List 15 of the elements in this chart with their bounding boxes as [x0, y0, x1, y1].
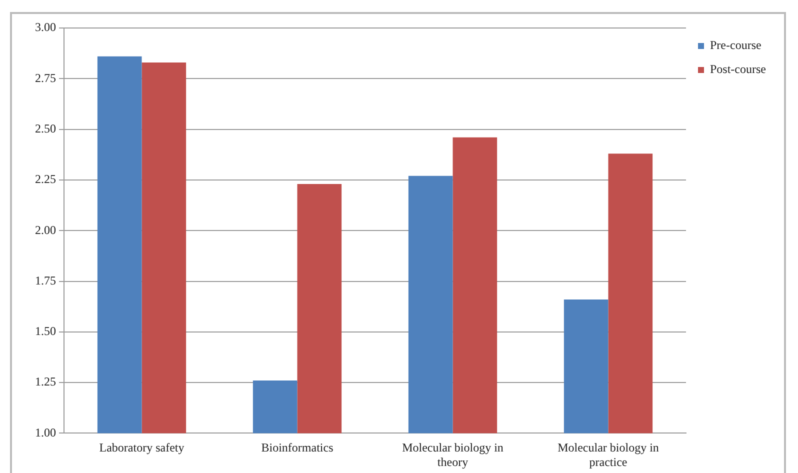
y-tick-label: 2.25: [35, 172, 56, 186]
y-tick-label: 1.50: [35, 324, 56, 338]
y-tick-label: 1.00: [35, 425, 56, 440]
y-tick-label: 2.50: [35, 121, 56, 136]
x-tick-label: Bioinformatics: [261, 440, 334, 455]
legend-label: Pre-course: [710, 38, 762, 52]
y-tick-label: 1.75: [35, 273, 56, 288]
legend-label: Post-course: [710, 62, 766, 76]
x-tick-label: Molecular biology in practice: [558, 440, 659, 469]
x-tick-label: Laboratory safety: [99, 440, 184, 455]
x-tick-label: Molecular biology in theory: [402, 440, 504, 469]
y-tick-label: 1.25: [35, 374, 56, 389]
y-tick-label: 2.00: [35, 222, 56, 237]
y-tick-label: 3.00: [35, 20, 56, 34]
y-tick-label: 2.75: [35, 70, 56, 85]
